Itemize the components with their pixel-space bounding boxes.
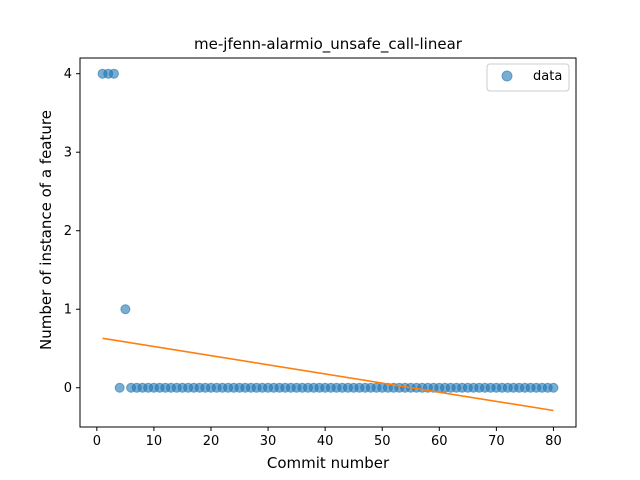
- plot-frame: [79, 57, 577, 428]
- x-axis: 0 10 20 30 40 50 60 70 80: [93, 427, 562, 449]
- x-tick-label: 80: [545, 434, 562, 449]
- data-point: [114, 382, 125, 393]
- y-axis-label: Number of instance of a feature: [37, 110, 55, 350]
- x-tick-label: 50: [374, 434, 391, 449]
- data-point: [548, 382, 559, 393]
- x-tick-label: 10: [146, 434, 163, 449]
- x-tick-label: 60: [431, 434, 448, 449]
- y-tick-label: 0: [64, 381, 72, 396]
- legend: data: [486, 63, 570, 92]
- y-tick-label: 3: [64, 146, 72, 161]
- y-tick-label: 1: [64, 303, 72, 318]
- trend-line: [102, 337, 554, 412]
- legend-marker-data: [501, 70, 513, 82]
- x-axis-label: Commit number: [267, 454, 390, 472]
- y-tick-label: 4: [64, 67, 72, 82]
- legend-label-data: data: [533, 69, 562, 84]
- x-tick-label: 40: [317, 434, 334, 449]
- x-tick-label: 20: [203, 434, 220, 449]
- x-tick-label: 0: [93, 434, 101, 449]
- x-tick-label: 30: [260, 434, 277, 449]
- data-point: [120, 304, 131, 315]
- chart-title: me-jfenn-alarmio_unsafe_call-linear: [194, 35, 463, 54]
- data-point: [108, 68, 119, 79]
- x-tick-label: 70: [488, 434, 505, 449]
- y-axis: 0 1 2 3 4: [64, 67, 80, 396]
- plot-area: [79, 57, 577, 428]
- y-tick-label: 2: [64, 224, 72, 239]
